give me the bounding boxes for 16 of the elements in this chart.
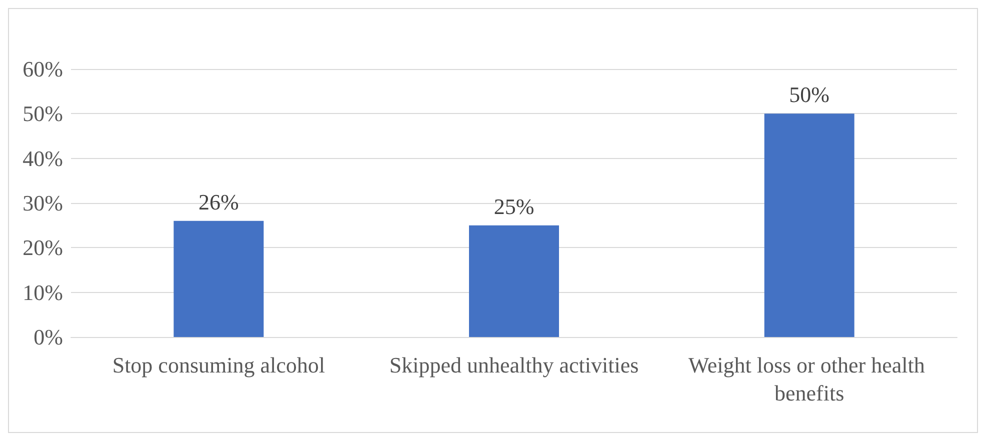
y-tick-label: 30%	[22, 190, 63, 216]
data-label: 50%	[789, 82, 830, 108]
y-tick-label: 60%	[22, 56, 63, 82]
data-label: 26%	[198, 189, 239, 214]
x-tick-label: Stop consuming alcohol	[112, 352, 325, 378]
x-tick-label: Weight loss or other health benefits	[688, 352, 930, 406]
data-label: 25%	[494, 194, 534, 219]
y-tick-label: 10%	[22, 280, 63, 305]
bar	[469, 225, 559, 337]
y-tick-label: 0%	[34, 324, 63, 350]
x-tick-label: Skipped unhealthy activities	[389, 352, 639, 378]
y-tick-label: 40%	[22, 146, 63, 171]
y-tick-label: 20%	[22, 235, 63, 260]
bar	[174, 220, 264, 337]
bar	[764, 114, 854, 337]
y-tick-label: 50%	[22, 101, 63, 126]
